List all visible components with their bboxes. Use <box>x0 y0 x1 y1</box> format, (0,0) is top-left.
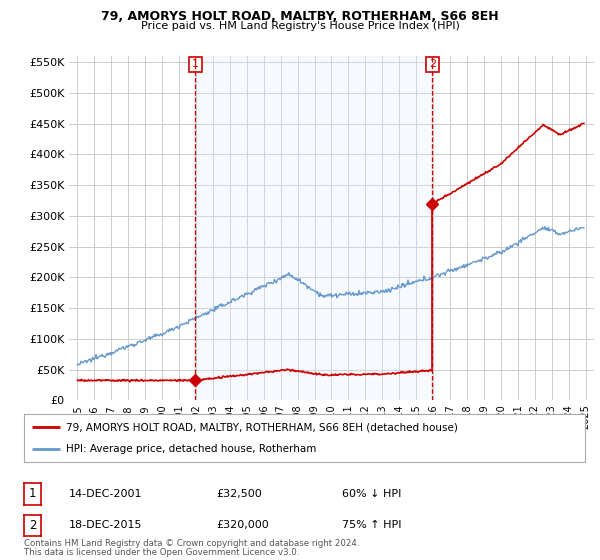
Text: 60% ↓ HPI: 60% ↓ HPI <box>342 489 401 499</box>
Text: 18-DEC-2015: 18-DEC-2015 <box>69 520 143 530</box>
Text: 1: 1 <box>29 487 36 501</box>
Bar <box>196 56 433 400</box>
Text: 79, AMORYS HOLT ROAD, MALTBY, ROTHERHAM, S66 8EH: 79, AMORYS HOLT ROAD, MALTBY, ROTHERHAM,… <box>101 10 499 23</box>
Text: Price paid vs. HM Land Registry's House Price Index (HPI): Price paid vs. HM Land Registry's House … <box>140 21 460 31</box>
Text: This data is licensed under the Open Government Licence v3.0.: This data is licensed under the Open Gov… <box>24 548 299 557</box>
Text: 79, AMORYS HOLT ROAD, MALTBY, ROTHERHAM, S66 8EH (detached house): 79, AMORYS HOLT ROAD, MALTBY, ROTHERHAM,… <box>66 422 458 432</box>
Text: £320,000: £320,000 <box>216 520 269 530</box>
Text: Contains HM Land Registry data © Crown copyright and database right 2024.: Contains HM Land Registry data © Crown c… <box>24 539 359 548</box>
Text: £32,500: £32,500 <box>216 489 262 499</box>
Text: HPI: Average price, detached house, Rotherham: HPI: Average price, detached house, Roth… <box>66 444 316 454</box>
Text: 2: 2 <box>429 59 436 69</box>
Text: 14-DEC-2001: 14-DEC-2001 <box>69 489 143 499</box>
Text: 1: 1 <box>192 59 199 69</box>
Text: 75% ↑ HPI: 75% ↑ HPI <box>342 520 401 530</box>
Text: 2: 2 <box>29 519 36 532</box>
